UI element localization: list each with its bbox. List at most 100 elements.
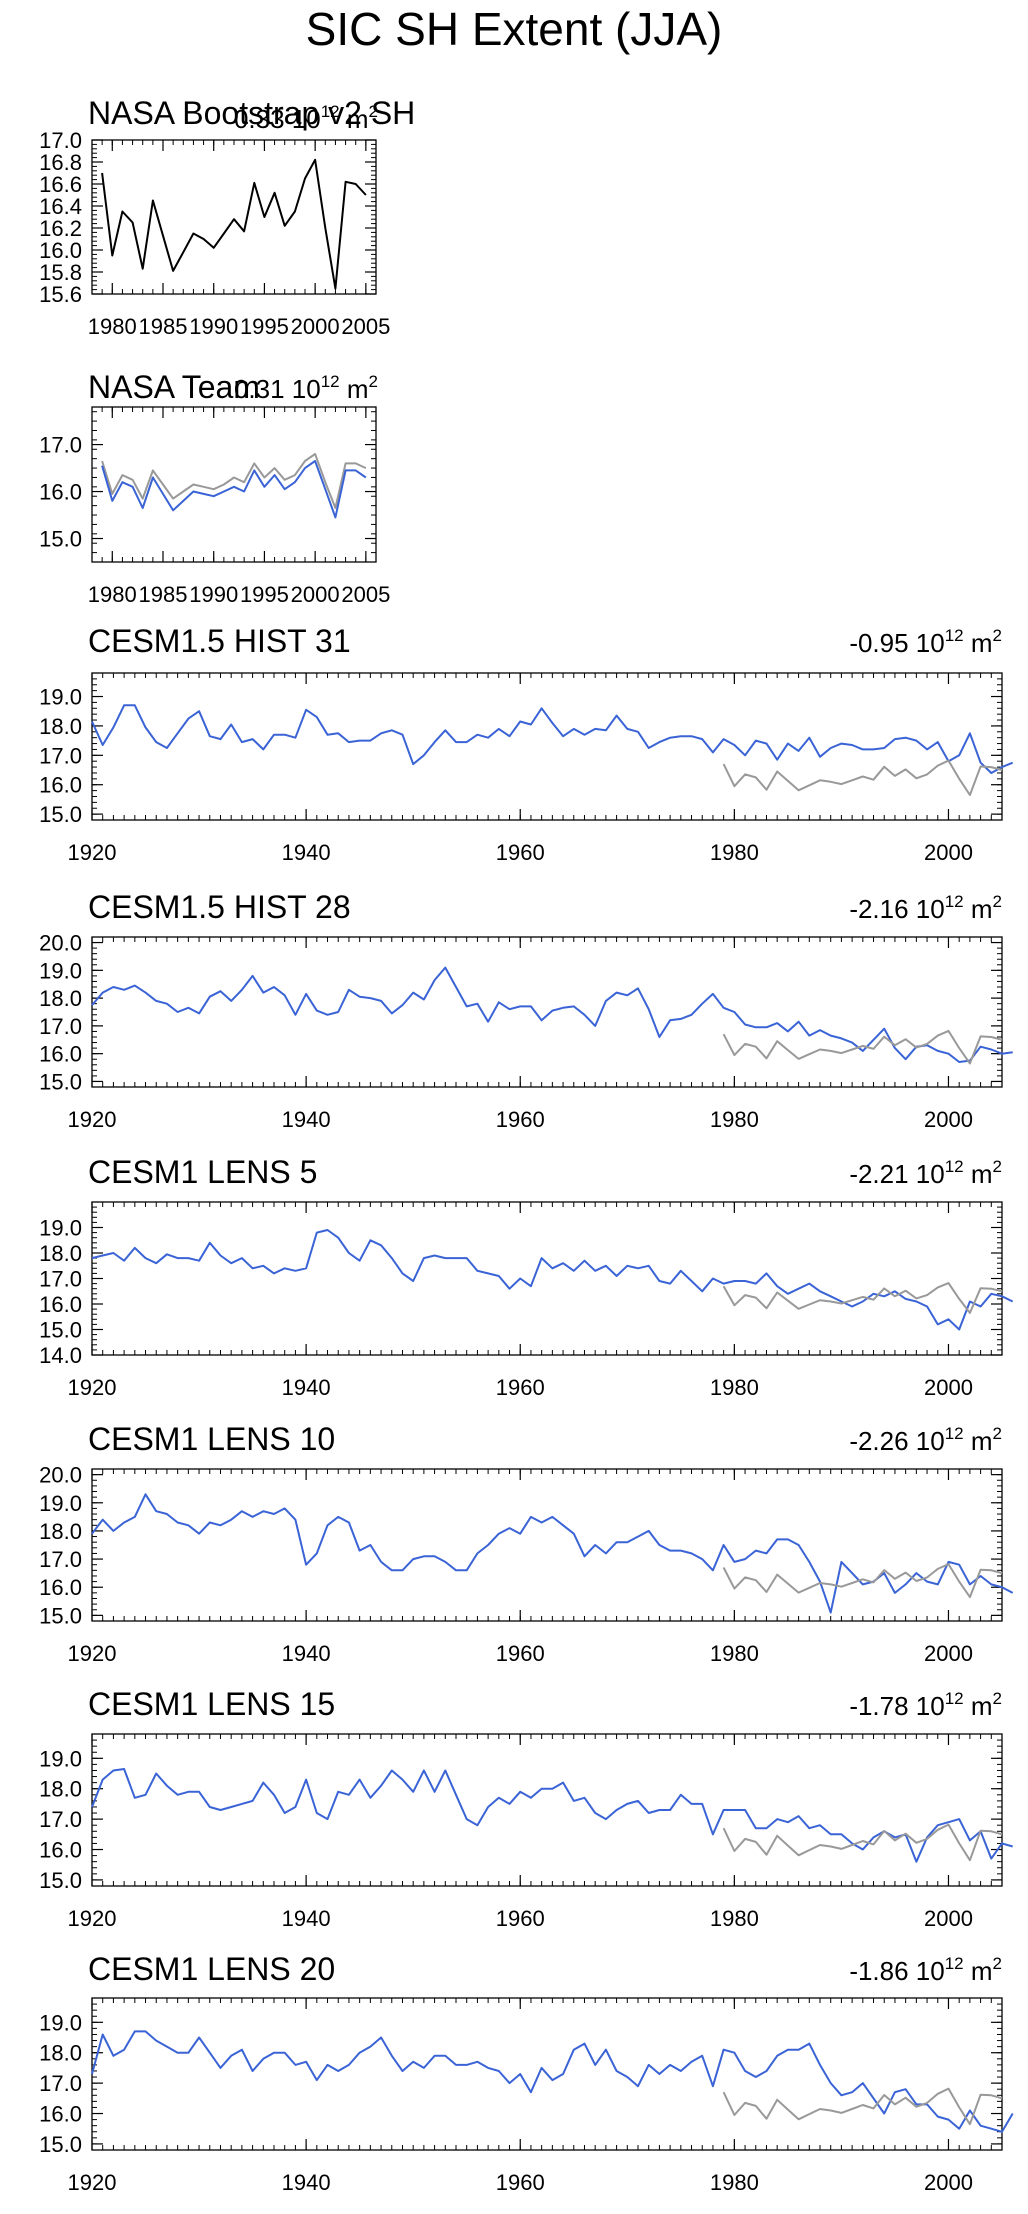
x-tick-label: 1980: [710, 1641, 759, 1666]
x-tick-label: 1940: [282, 840, 331, 865]
plot-frame: [91, 1468, 1003, 1622]
x-tick-label: 2000: [924, 1375, 973, 1400]
y-tick-label: 15.0: [39, 802, 82, 827]
series-line-1: [91, 2030, 1014, 2133]
x-tick-label: 1920: [68, 1375, 117, 1400]
x-tick-label: 1995: [240, 582, 289, 607]
panel-title: NASA Team: [88, 369, 260, 405]
chart-panel-4: 1920 1940 1960 1980 2000 15.016.0 17.0 18.0 19.0…: [39, 889, 1013, 1132]
x-tick-label: 2000: [291, 582, 340, 607]
y-tick-label: 15.0: [39, 527, 82, 552]
x-tick-label: 1960: [496, 1641, 545, 1666]
x-tick-label: 1980: [710, 2170, 759, 2195]
y-tick-label: 16.0: [39, 1042, 82, 1067]
x-tick-label: 1940: [282, 1375, 331, 1400]
y-tick-label: 16.2: [39, 216, 82, 241]
y-tick-label: 20.0: [39, 1463, 82, 1488]
panel-title: NASA Bootstrap v2 SH: [88, 95, 415, 131]
y-tick-label: 16.0: [39, 773, 82, 798]
y-tick-label: 19.0: [39, 2010, 82, 2035]
y-tick-label: 18.0: [39, 1241, 82, 1266]
y-tick-label: 18.0: [39, 1777, 82, 1802]
x-tick-label: 2000: [924, 1641, 973, 1666]
y-tick-label: 17.0: [39, 433, 82, 458]
chart-panel-2: 1980 1985 1990 1995 2000 2005 15.0 16.0 17.0 NASA…: [39, 369, 390, 607]
y-tick-label: 16.4: [39, 194, 82, 219]
y-tick-label: 18.0: [39, 714, 82, 739]
x-tick-label: 2000: [924, 2170, 973, 2195]
series-line-2: [101, 460, 367, 519]
series-line-1: [101, 158, 367, 290]
y-tick-label: 16.0: [39, 238, 82, 263]
x-tick-label: 1985: [139, 314, 188, 339]
y-tick-label: 19.0: [39, 1216, 82, 1241]
x-tick-label: 2005: [341, 314, 390, 339]
x-tick-label: 2000: [291, 314, 340, 339]
trend-label: -2.21 1012 m2: [849, 1157, 1002, 1189]
y-tick-label: 17.0: [39, 1267, 82, 1292]
y-tick-label: 16.0: [39, 1292, 82, 1317]
y-tick-label: 16.0: [39, 480, 82, 505]
chart-panel-7: 1920 1940 1960 1980 2000 15.0 16.0 17.0 18.0 19.0…: [39, 1686, 1013, 1931]
series-line-2: [722, 2087, 1003, 2126]
page-title: SIC SH Extent (JJA): [305, 3, 723, 55]
x-tick-label: 1920: [68, 2170, 117, 2195]
x-tick-label: 1920: [68, 1641, 117, 1666]
x-tick-label: 1920: [68, 1107, 117, 1132]
y-tick-label: 15.0: [39, 1069, 82, 1094]
chart-panel-3: 1920 1940 1960 1980 2000 15.0 16.0 17.0 18.0 19.0…: [39, 623, 1014, 865]
x-tick-label: 1940: [282, 1107, 331, 1132]
x-tick-label: 1980: [710, 1906, 759, 1931]
trend-label: -1.78 1012 m2: [849, 1689, 1002, 1721]
y-tick-label: 19.0: [39, 1491, 82, 1516]
x-tick-label: 1920: [68, 840, 117, 865]
x-tick-label: 1940: [282, 1641, 331, 1666]
trend-label: -0.95 1012 m2: [849, 626, 1002, 658]
x-tick-label: 1980: [710, 840, 759, 865]
y-tick-label: 17.0: [39, 1014, 82, 1039]
panel-title: CESM1.5 HIST 28: [88, 889, 351, 925]
y-tick-label: 19.0: [39, 958, 82, 983]
y-tick-label: 16.6: [39, 172, 82, 197]
trend-label: -1.86 1012 m2: [849, 1954, 1002, 1986]
series-line-1: [91, 1229, 1014, 1331]
y-tick-label: 18.0: [39, 986, 82, 1011]
x-tick-label: 1960: [496, 840, 545, 865]
x-tick-label: 1980: [88, 314, 137, 339]
x-tick-label: 1960: [496, 2170, 545, 2195]
x-tick-label: 1995: [240, 314, 289, 339]
series-line-2: [722, 1563, 1003, 1599]
y-tick-label: 17.0: [39, 743, 82, 768]
x-tick-label: 1990: [189, 314, 238, 339]
chart-panel-5: 1920 1940 1960 1980 2000 14.015.016.017.018.0…: [39, 1154, 1014, 1400]
y-tick-label: 15.6: [39, 282, 82, 307]
plot-frame: [91, 1733, 1003, 1887]
panel-title: CESM1 LENS 10: [88, 1421, 335, 1457]
x-tick-label: 1960: [496, 1906, 545, 1931]
x-tick-label: 2005: [341, 582, 390, 607]
y-tick-label: 14.0: [39, 1343, 82, 1368]
series-line-2: [722, 1823, 1003, 1862]
x-tick-label: 1920: [68, 1906, 117, 1931]
y-tick-label: 17.0: [39, 1807, 82, 1832]
x-tick-label: 1940: [282, 1906, 331, 1931]
x-tick-label: 2000: [924, 1107, 973, 1132]
chart-panel-8: 1920 1940 1960 1980 2000 15.0 16.0 17.0 18.0 19.0…: [39, 1951, 1014, 2195]
panel-title: CESM1 LENS 20: [88, 1951, 335, 1987]
y-tick-label: 19.0: [39, 685, 82, 710]
y-tick-label: 15.0: [39, 1603, 82, 1628]
series-line-1: [91, 1493, 1014, 1614]
y-tick-label: 16.0: [39, 1838, 82, 1863]
panel-title: CESM1 LENS 5: [88, 1154, 317, 1190]
plot-frame: [91, 936, 1003, 1088]
series-line-1: [91, 704, 1014, 774]
y-tick-label: 18.0: [39, 1519, 82, 1544]
series-line-1: [101, 453, 367, 509]
trend-label: -2.16 1012 m2: [849, 892, 1002, 924]
trend-label: 0.33 1012 m2: [234, 102, 378, 134]
series-line-1: [91, 1768, 1013, 1863]
chart-panel-1: 1980 1985 1990 1995 2000 2005 15.615.816.016.2…: [39, 95, 415, 339]
x-tick-label: 1940: [282, 2170, 331, 2195]
y-tick-label: 15.0: [39, 2132, 82, 2157]
